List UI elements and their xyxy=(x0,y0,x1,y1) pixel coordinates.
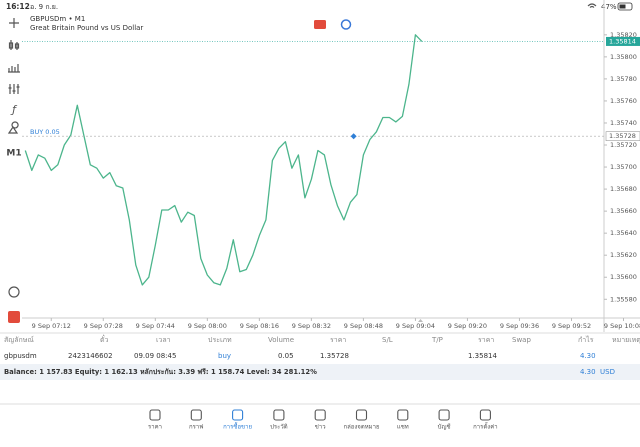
tab-label[interactable]: กราฟ xyxy=(189,424,203,431)
sell-button[interactable] xyxy=(314,20,326,29)
cell-profit: 4.30 xyxy=(580,352,596,360)
x-tick-label: 9 Sep 10:08 xyxy=(604,322,640,330)
tab-icon[interactable] xyxy=(273,409,285,421)
chart-type-tool[interactable] xyxy=(8,40,20,50)
summary-text: Balance: 1 157.83 Equity: 1 162.13 หลักป… xyxy=(4,368,317,376)
tab-icon[interactable] xyxy=(314,409,326,421)
tab-label[interactable]: การตั้งค่า xyxy=(473,421,497,431)
tab-icon[interactable] xyxy=(232,409,244,421)
x-tick-label: 9 Sep 09:04 xyxy=(396,322,435,330)
tab-icon[interactable] xyxy=(397,409,409,421)
scroll-marker xyxy=(418,319,423,322)
price-line xyxy=(24,34,423,286)
battery-level xyxy=(619,4,626,9)
summary-currency: USD xyxy=(600,368,615,376)
column-header: หมายเหตุ xyxy=(612,336,640,344)
x-tick-label: 9 Sep 07:44 xyxy=(136,322,175,330)
objects-tool[interactable] xyxy=(7,121,19,134)
column-header: ราคา xyxy=(478,336,494,344)
column-header: สัญลักษณ์ xyxy=(4,336,34,344)
x-tick-label: 9 Sep 08:00 xyxy=(188,322,227,330)
column-header: S/L xyxy=(382,336,393,344)
column-header: กำไร xyxy=(578,335,594,344)
x-tick-label: 9 Sep 09:20 xyxy=(448,322,487,330)
x-tick-label: 9 Sep 09:36 xyxy=(500,322,539,330)
x-tick-label: 9 Sep 07:28 xyxy=(84,322,123,330)
column-header: ราคา xyxy=(330,336,346,344)
x-tick-label: 9 Sep 07:12 xyxy=(32,322,71,330)
column-header: ตั๋ว xyxy=(100,335,109,344)
y-tick-label: 1.35660 xyxy=(610,207,637,215)
cell-volume: 0.05 xyxy=(278,352,294,360)
wifi-icon xyxy=(587,3,597,8)
y-tick-label: 1.35580 xyxy=(610,295,637,303)
status-time: 16:12 xyxy=(6,2,30,11)
x-tick-label: 9 Sep 08:48 xyxy=(344,322,383,330)
y-tick-label: 1.35760 xyxy=(610,97,637,105)
plot: 1.35820 1.35800 1.35780 1.35760 1.35740 1.357… xyxy=(22,0,640,332)
y-tick-label: 1.35680 xyxy=(610,185,637,193)
volume-tool[interactable] xyxy=(8,64,20,73)
x-tick-label: 9 Sep 09:52 xyxy=(552,322,591,330)
y-tick-label: 1.35780 xyxy=(610,75,637,83)
tab-icon[interactable] xyxy=(479,409,491,421)
positions-table: Balance: 1 157.83 Equity: 1 162.13 หลักป… xyxy=(0,332,640,380)
summary-profit: 4.30 xyxy=(580,368,596,376)
column-header: Swap xyxy=(512,336,531,344)
cell-price-current: 1.35814 xyxy=(468,352,497,360)
tab-label[interactable]: กล่องจดหมาย xyxy=(343,424,379,431)
cell-time: 09.09 08:45 xyxy=(134,352,176,360)
function-tool[interactable]: ƒ xyxy=(10,103,18,116)
tab-bar: ราคา กราฟ การซื้อขาย ประวัติ ข่าว กล่องจดหมาย… xyxy=(148,409,498,431)
tab-icon[interactable] xyxy=(438,409,450,421)
column-header: เวลา xyxy=(156,336,171,344)
y-tick-label: 1.35640 xyxy=(610,229,637,237)
buy-button[interactable] xyxy=(340,19,352,30)
tab-icon[interactable] xyxy=(355,409,368,421)
status-date: อ. 9 ก.ย. xyxy=(30,3,58,11)
y-tick-label: 1.35600 xyxy=(610,273,637,281)
timeframe[interactable]: M1 xyxy=(6,149,21,159)
y-tick-label: 1.35740 xyxy=(610,119,637,127)
order-marker xyxy=(350,133,357,140)
column-header: Volume xyxy=(268,336,294,344)
indicators-tool[interactable] xyxy=(8,84,20,94)
column-header: ประเภท xyxy=(208,336,232,344)
left-toolbar: ƒ M1 xyxy=(6,18,22,323)
tab-icon[interactable] xyxy=(149,409,161,421)
tab-label[interactable]: การซื้อขาย xyxy=(223,421,252,431)
cell-price-open: 1.35728 xyxy=(320,352,349,360)
y-tick-label: 1.35720 xyxy=(610,141,637,149)
bid-label: 1.35814 xyxy=(609,37,636,45)
tab-icon[interactable] xyxy=(190,409,202,421)
chart-subtitle: Great Britain Pound vs US Dollar xyxy=(30,24,143,32)
chart-title: GBPUSDm • M1 xyxy=(30,15,85,23)
summary-bar xyxy=(0,364,640,380)
crosshair-tool[interactable] xyxy=(9,18,19,28)
column-header: T/P xyxy=(431,336,443,344)
order-label: BUY 0.05 xyxy=(30,128,60,136)
tab-label[interactable]: ประวัติ xyxy=(270,424,288,431)
y-tick-label: 1.35700 xyxy=(610,163,637,171)
tab-label[interactable]: บัญชี xyxy=(438,423,451,431)
cell-type: buy xyxy=(218,352,231,360)
cell-symbol: gbpusdm xyxy=(4,352,37,360)
one-click-tool[interactable] xyxy=(8,311,20,323)
battery-text: 47% xyxy=(601,3,617,11)
tab-label[interactable]: แชท xyxy=(397,424,409,431)
tab-label[interactable]: ข่าว xyxy=(315,424,326,431)
y-tick-label: 1.35800 xyxy=(610,53,637,61)
y-tick-label: 1.35820 xyxy=(610,31,637,39)
tab-label[interactable]: ราคา xyxy=(148,424,162,431)
y-tick-label: 1.35620 xyxy=(610,251,637,259)
order-price-label: 1.35728 xyxy=(609,132,636,140)
order-price-box xyxy=(605,131,640,141)
zoom-tool[interactable] xyxy=(8,286,20,298)
bid-box xyxy=(606,36,640,46)
x-tick-label: 9 Sep 08:16 xyxy=(240,322,279,330)
x-tick-label: 9 Sep 08:32 xyxy=(292,322,331,330)
cell-ticket: 2423146602 xyxy=(68,352,113,360)
battery-icon xyxy=(617,2,633,11)
